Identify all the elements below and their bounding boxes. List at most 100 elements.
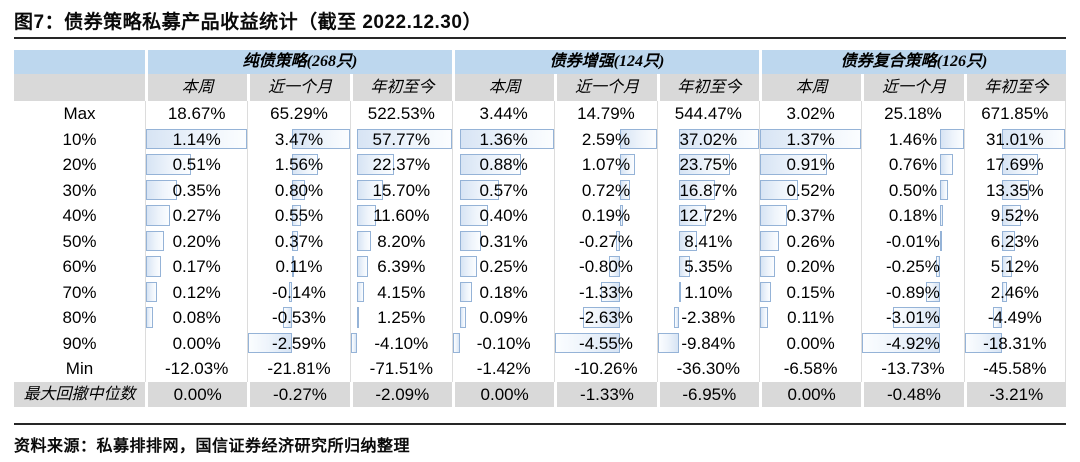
data-bar bbox=[1001, 256, 1013, 277]
value-cell: 1.36% bbox=[451, 126, 555, 152]
value-text: 0.52% bbox=[786, 180, 835, 200]
data-bar bbox=[892, 307, 941, 328]
value-cell: -0.01% bbox=[861, 228, 963, 254]
row-label: 80% bbox=[62, 308, 97, 327]
value-text: 15.70% bbox=[372, 180, 431, 200]
value-text: -10.26% bbox=[574, 359, 638, 378]
value-cell: 3.44% bbox=[451, 101, 554, 127]
value-text: -3.21% bbox=[989, 384, 1044, 404]
value-cell: 0.20% bbox=[758, 254, 861, 280]
footer-divider bbox=[14, 423, 1066, 425]
row-label: 90% bbox=[62, 333, 97, 353]
value-cell: 12.72% bbox=[656, 203, 759, 229]
value-text: 544.47% bbox=[674, 104, 742, 123]
data-bar bbox=[678, 256, 691, 277]
value-text: 1.37% bbox=[786, 129, 835, 149]
value-text: 22.37% bbox=[372, 155, 431, 174]
value-cell: 3.47% bbox=[247, 126, 350, 152]
data-bar bbox=[1001, 205, 1022, 226]
value-text: 0.26% bbox=[786, 231, 835, 251]
value-text: 0.76% bbox=[888, 155, 938, 174]
value-text: 1.46% bbox=[888, 129, 938, 149]
value-text: -6.95% bbox=[682, 384, 737, 404]
value-text: 5.35% bbox=[684, 257, 733, 276]
data-bar bbox=[357, 205, 377, 226]
table-row: 80% 0.08% -0.53% 1.25% 0.09% -2.63% -2.38% 0.11… bbox=[14, 305, 1066, 331]
value-cell: 0.09% bbox=[451, 305, 554, 331]
value-cell: -2.63% bbox=[554, 305, 656, 331]
data-bar bbox=[619, 128, 657, 149]
value-cell: 0.76% bbox=[861, 152, 963, 178]
value-text: -12.03% bbox=[165, 359, 229, 378]
value-cell: 0.17% bbox=[145, 254, 247, 280]
data-bar bbox=[291, 205, 301, 226]
value-text: 0.27% bbox=[172, 206, 221, 225]
table-row: 50% 0.20% 0.37% 8.20% 0.31% -0.27% 8.41% 0.26% -… bbox=[14, 228, 1066, 254]
value-text: 0.00% bbox=[480, 384, 529, 404]
group-header-cell: 债券复合策略(126只) bbox=[759, 50, 1066, 74]
value-cell: -2.38% bbox=[656, 305, 759, 331]
value-cell: -18.31% bbox=[963, 330, 1066, 356]
subheader-cell: 本周 bbox=[145, 74, 248, 101]
value-text: 1.25% bbox=[377, 308, 426, 327]
value-text: 5.12% bbox=[990, 257, 1039, 276]
data-bar bbox=[678, 128, 759, 149]
value-cell: 1.37% bbox=[758, 126, 862, 152]
value-text: 25.18% bbox=[884, 104, 942, 123]
data-bar bbox=[282, 307, 292, 328]
row-label: 20% bbox=[62, 155, 97, 174]
data-bar bbox=[582, 307, 620, 328]
value-cell: 671.85% bbox=[963, 101, 1066, 127]
value-text: 0.20% bbox=[172, 231, 221, 251]
data-bar bbox=[146, 281, 157, 302]
value-cell: -9.84% bbox=[656, 330, 759, 356]
value-text: 31.01% bbox=[985, 129, 1044, 149]
value-cell: 4.15% bbox=[349, 279, 452, 305]
value-cell: -1.42% bbox=[451, 356, 554, 382]
value-cell: 0.19% bbox=[554, 203, 656, 229]
value-text: -21.81% bbox=[267, 359, 331, 378]
value-text: 0.37% bbox=[786, 206, 835, 225]
value-cell: -4.55% bbox=[554, 330, 656, 356]
data-bar bbox=[601, 281, 620, 302]
subheader-cell: 年初至今 bbox=[349, 74, 452, 101]
data-bar bbox=[459, 230, 482, 251]
value-text: 16.87% bbox=[679, 180, 738, 200]
data-bar bbox=[357, 128, 452, 149]
data-bar bbox=[940, 154, 953, 175]
value-cell: -0.53% bbox=[247, 305, 349, 331]
value-cell: 0.37% bbox=[247, 228, 349, 254]
value-cell: -3.01% bbox=[861, 305, 963, 331]
table-row: 10% 1.14% 3.47% 57.77% 1.36% 2.59% 37.02% 1.37%… bbox=[14, 126, 1066, 152]
subheader-cell: 近一个月 bbox=[247, 74, 350, 101]
value-text: -4.10% bbox=[374, 333, 429, 353]
value-text: 18.67% bbox=[167, 104, 226, 123]
value-text: -0.10% bbox=[476, 333, 531, 353]
value-cell: -0.89% bbox=[861, 279, 963, 305]
value-cell: 6.23% bbox=[963, 228, 1066, 254]
value-cell: 57.77% bbox=[349, 126, 452, 152]
row-label: 60% bbox=[62, 257, 97, 276]
value-cell: 0.91% bbox=[758, 152, 861, 178]
data-bar bbox=[759, 256, 775, 277]
value-text: -1.33% bbox=[579, 282, 633, 302]
value-text: 1.10% bbox=[684, 282, 733, 302]
data-bar bbox=[146, 154, 192, 175]
subheader-cell: 年初至今 bbox=[963, 74, 1066, 101]
data-bar bbox=[940, 128, 964, 149]
value-cell: 0.50% bbox=[861, 177, 963, 203]
value-cell: 17.69% bbox=[963, 152, 1066, 178]
data-bar bbox=[459, 281, 473, 302]
value-cell: 31.01% bbox=[963, 126, 1066, 152]
data-bar bbox=[608, 256, 620, 277]
value-cell: 0.51% bbox=[145, 152, 247, 178]
value-text: -3.01% bbox=[886, 308, 940, 327]
value-text: -45.58% bbox=[983, 359, 1047, 378]
value-cell: 37.02% bbox=[656, 126, 759, 152]
value-text: 1.07% bbox=[581, 155, 631, 174]
value-cell: 522.53% bbox=[349, 101, 452, 127]
table-row: Max 18.67% 65.29% 522.53% 3.44% 14.79% 544.47%… bbox=[14, 101, 1066, 127]
data-bar bbox=[291, 179, 305, 200]
value-text: 0.25% bbox=[479, 257, 528, 276]
data-bar bbox=[657, 332, 679, 353]
